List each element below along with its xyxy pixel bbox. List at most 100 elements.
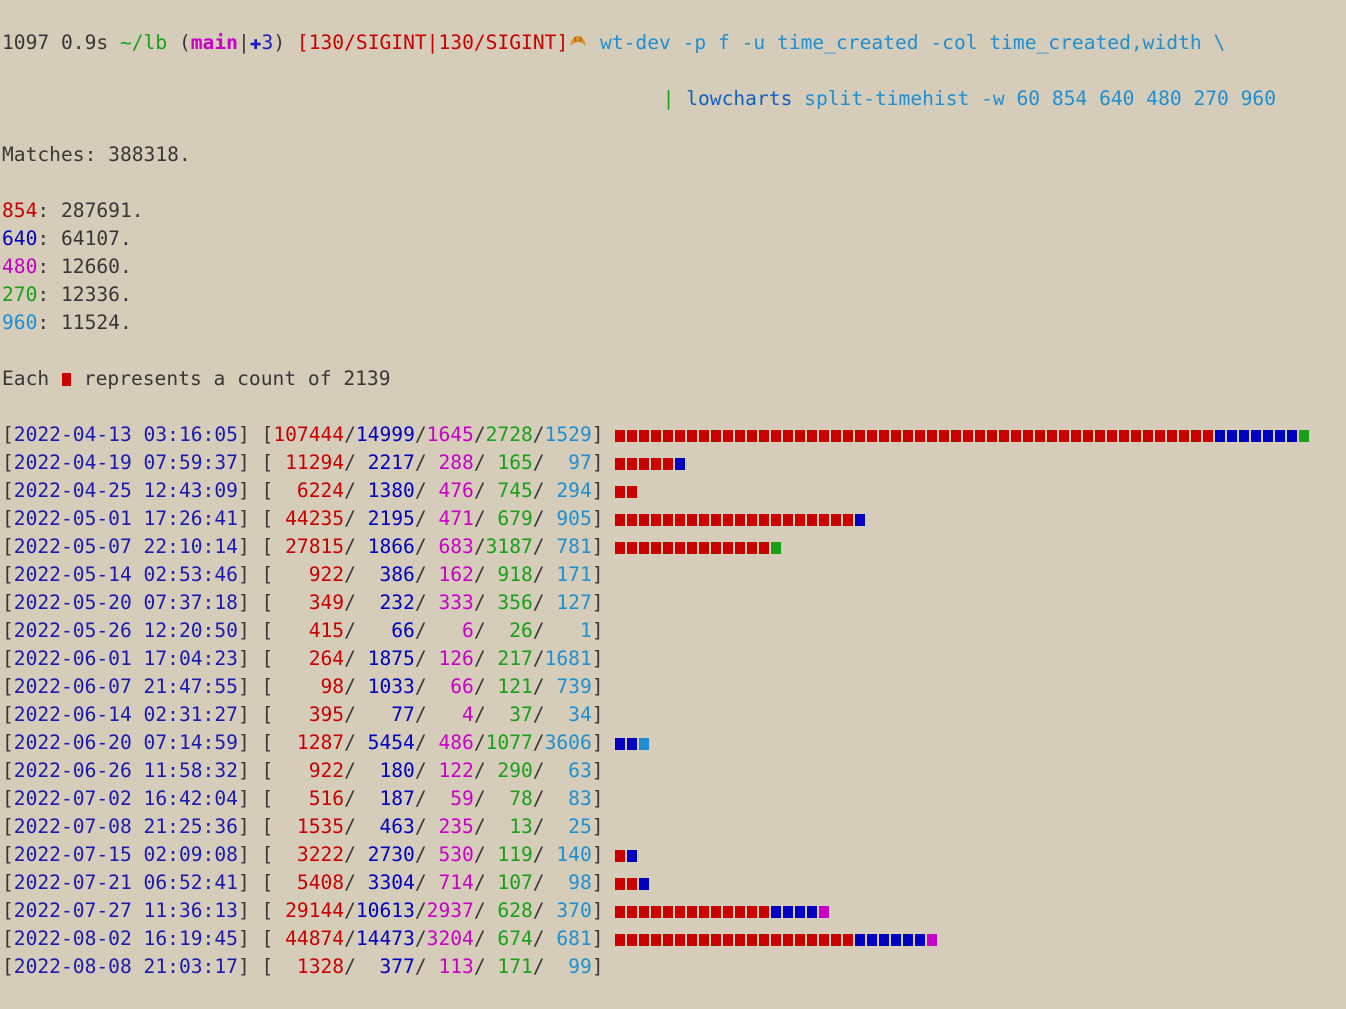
- count: 44874: [285, 927, 345, 950]
- timestamp: 2022-05-14 02:53:46: [13, 563, 238, 586]
- bracket: ]: [591, 507, 604, 530]
- series-name: 270: [2, 283, 38, 306]
- separator: /: [473, 423, 486, 446]
- series-name: 640: [2, 227, 38, 250]
- count: 1535: [296, 815, 345, 838]
- count: 2195: [367, 507, 415, 530]
- count: 2730: [367, 843, 415, 866]
- separator: /: [344, 927, 356, 950]
- row: [2022-07-02 16:42:04] [516/187/59/78/83]: [2, 785, 1342, 813]
- count: 44235: [285, 507, 345, 530]
- command2-args: split-timehist -w 60 854 640 480 270 960: [804, 87, 1277, 110]
- count: 10613: [355, 899, 415, 922]
- cwd: ~/lb: [119, 31, 168, 54]
- command2-name: lowcharts: [686, 87, 793, 110]
- separator: /: [473, 731, 486, 754]
- total-line: 854: 287691.: [2, 197, 1342, 225]
- separator: /: [532, 451, 545, 474]
- count: 679: [497, 507, 533, 530]
- timestamp: 2022-05-26 12:20:50: [13, 619, 238, 642]
- bracket: [: [2, 759, 14, 782]
- timestamp: 2022-06-14 02:31:27: [13, 703, 238, 726]
- series-total: 12660: [60, 255, 120, 278]
- bracket: ]: [237, 759, 250, 782]
- colon: :: [37, 283, 61, 306]
- bracket: [: [261, 479, 274, 502]
- bracket: ]: [591, 731, 604, 754]
- row: [2022-06-14 02:31:27] [395/77/4/37/34]: [2, 701, 1342, 729]
- count: 99: [568, 955, 592, 978]
- bracket: [: [2, 731, 14, 754]
- colon: :: [37, 199, 61, 222]
- period: .: [119, 283, 132, 306]
- separator: /: [414, 759, 427, 782]
- separator: /: [414, 871, 427, 894]
- separator: /: [532, 955, 545, 978]
- bracket: ]: [237, 955, 250, 978]
- separator: /: [344, 815, 356, 838]
- bracket: ]: [237, 423, 250, 446]
- period: .: [131, 199, 144, 222]
- bracket: ]: [591, 591, 604, 614]
- separator: /: [344, 731, 356, 754]
- bracket: ]: [591, 479, 604, 502]
- separator: /: [414, 675, 427, 698]
- bracket: [: [2, 815, 14, 838]
- bar-segment: [639, 738, 652, 750]
- bracket: ]: [591, 927, 604, 950]
- timestamp: 2022-08-08 21:03:17: [13, 955, 238, 978]
- separator: /: [414, 843, 427, 866]
- count: 349: [308, 591, 345, 614]
- row: [2022-04-19 07:59:37] [11294/2217/288/16…: [2, 449, 1342, 477]
- row: [2022-07-08 21:25:36] [1535/463/235/13/2…: [2, 813, 1342, 841]
- git-changes: ✚3: [249, 31, 274, 54]
- count: 471: [438, 507, 474, 530]
- row: [2022-04-13 03:16:05] [107444/14999/1645…: [2, 421, 1342, 449]
- bracket: [: [2, 703, 14, 726]
- count: 107: [497, 871, 533, 894]
- count: 98: [568, 871, 592, 894]
- count: 127: [556, 591, 592, 614]
- count: 66: [391, 619, 415, 642]
- block-icon: [61, 373, 71, 386]
- bar-segment: [615, 514, 856, 526]
- count: 918: [497, 563, 533, 586]
- separator: /: [532, 423, 545, 446]
- count: 1681: [544, 647, 592, 670]
- matches: 388318: [108, 143, 179, 166]
- bar-segment: [855, 514, 868, 526]
- count: 122: [438, 759, 474, 782]
- timestamp: 2022-07-21 06:52:41: [13, 871, 238, 894]
- bracket: ]: [237, 787, 250, 810]
- duration: 0.9s: [60, 31, 109, 54]
- bracket: ]: [237, 591, 250, 614]
- separator: /: [473, 591, 486, 614]
- count: 29144: [285, 899, 345, 922]
- count: 1287: [296, 731, 345, 754]
- separator: /: [414, 815, 427, 838]
- separator: /: [473, 479, 486, 502]
- bracket: ]: [591, 563, 604, 586]
- count: 3204: [426, 927, 474, 950]
- screen: 1097 0.9s ~/lb (main|✚3) [130/SIGINT|130…: [2, 31, 1342, 978]
- bracket: ]: [591, 619, 604, 642]
- pipe: |: [662, 87, 675, 110]
- count: 11294: [285, 451, 345, 474]
- separator: /: [344, 479, 356, 502]
- count: 5408: [296, 871, 345, 894]
- count: 1529: [544, 423, 592, 446]
- separator: /: [473, 619, 486, 642]
- separator: /: [532, 759, 545, 782]
- timestamp: 2022-06-20 07:14:59: [13, 731, 238, 754]
- row: [2022-06-26 11:58:32] [922/180/122/290/6…: [2, 757, 1342, 785]
- separator: /: [414, 451, 427, 474]
- row: [2022-07-21 06:52:41] [5408/3304/714/107…: [2, 869, 1342, 897]
- bracket: [: [261, 507, 274, 530]
- bar-segment: [675, 458, 688, 470]
- separator: /: [344, 955, 356, 978]
- separator: /: [344, 451, 356, 474]
- period: .: [178, 143, 191, 166]
- timestamp: 2022-07-27 11:36:13: [13, 899, 238, 922]
- count: 34: [568, 703, 592, 726]
- bracket: ]: [237, 535, 250, 558]
